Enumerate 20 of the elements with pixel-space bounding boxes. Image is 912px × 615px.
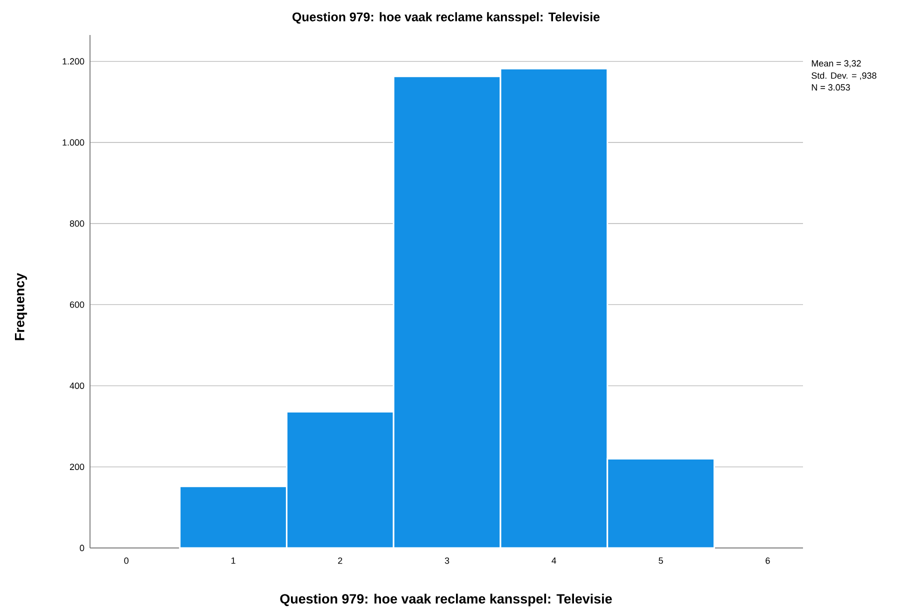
x-axis-title: Question 979: hoe vaak reclame kansspel: Televisie <box>280 594 612 606</box>
y-tick-label: 1.200 <box>62 58 84 65</box>
x-tick-label: 0 <box>124 558 128 564</box>
text: Mean = 3,32 <box>812 60 861 68</box>
y-tick-label: 400 <box>70 382 84 389</box>
y-tick-label: 200 <box>70 464 84 470</box>
x-tick-label: 2 <box>338 558 342 564</box>
chart-title: Question 979: hoe vaak reclame kansspel: Televisie <box>292 12 600 24</box>
x-tick-label: 4 <box>552 558 556 564</box>
y-tick-label: 0 <box>80 544 84 552</box>
x-tick-label: 3 <box>444 558 450 564</box>
x-tick-label: 6 <box>766 558 770 564</box>
y-tick-label: 600 <box>70 301 84 308</box>
text: Std. Dev. = ,938 <box>812 72 876 80</box>
text: N = 3.053 <box>812 84 850 91</box>
x-tick-label: 5 <box>658 558 663 564</box>
y-tick-label: 1.000 <box>62 139 84 146</box>
y-tick-label: 800 <box>70 220 84 227</box>
x-tick-label: 1 <box>231 558 236 564</box>
y-axis-title: Frequency <box>14 273 28 340</box>
